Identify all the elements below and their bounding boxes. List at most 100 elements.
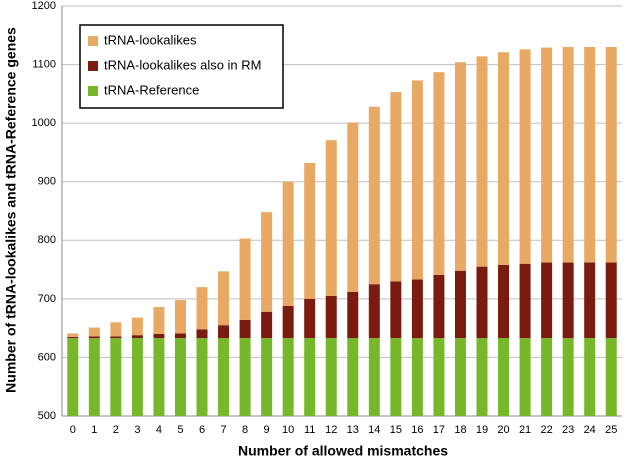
bar-segment xyxy=(218,338,230,416)
bar-segment xyxy=(454,62,466,271)
bar-segment xyxy=(67,333,79,337)
x-tick-label: 13 xyxy=(347,424,359,436)
bar-segment xyxy=(368,284,380,339)
x-tick-label: 11 xyxy=(304,424,315,436)
x-tick-label: 4 xyxy=(156,424,162,436)
y-axis-title: Number of tRNA-lookalikes and tRNA-Refer… xyxy=(3,27,19,393)
bar-segment xyxy=(174,338,186,416)
bar-segment xyxy=(519,263,531,339)
x-tick-label: 24 xyxy=(584,424,596,436)
bar-segment xyxy=(562,262,574,339)
bar-segment xyxy=(584,47,596,263)
bar-segment xyxy=(196,329,208,339)
x-tick-label: 2 xyxy=(113,424,119,436)
bar-segment xyxy=(88,327,100,337)
y-tick-label: 1100 xyxy=(32,58,56,70)
bar-segment xyxy=(476,338,488,416)
bar-segment xyxy=(88,336,100,339)
bar-segment xyxy=(282,305,294,339)
bar-segment xyxy=(325,295,337,339)
legend-label: tRNA-Reference xyxy=(104,82,199,97)
x-tick-label: 17 xyxy=(433,424,445,436)
y-tick-label: 900 xyxy=(38,176,56,188)
bar-segment xyxy=(390,281,402,339)
bar-segment xyxy=(519,338,531,416)
legend-swatch xyxy=(88,61,98,71)
bar-segment xyxy=(541,262,553,339)
y-tick-label: 1200 xyxy=(32,0,56,12)
x-tick-label: 21 xyxy=(519,424,531,436)
x-tick-label: 12 xyxy=(325,424,337,436)
bar-segment xyxy=(110,336,122,339)
bar-segment xyxy=(476,56,488,267)
bar-segment xyxy=(88,338,100,416)
x-tick-label: 22 xyxy=(540,424,552,436)
bar-segment xyxy=(562,338,574,416)
bar-segment xyxy=(541,338,553,416)
bar-segment xyxy=(498,338,510,416)
bar-segment xyxy=(67,336,79,339)
x-tick-label: 7 xyxy=(220,424,226,436)
bar-segment xyxy=(282,181,294,306)
bar-segment xyxy=(131,338,143,416)
bar-segment xyxy=(153,338,165,416)
bar-segment xyxy=(282,338,294,416)
x-tick-label: 1 xyxy=(91,424,97,436)
bar-segment xyxy=(433,274,445,339)
y-tick-label: 500 xyxy=(38,410,56,422)
bar-segment xyxy=(347,291,359,339)
legend-swatch xyxy=(88,86,98,96)
bar-segment xyxy=(218,271,230,326)
bar-segment xyxy=(174,333,186,339)
x-tick-label: 15 xyxy=(390,424,402,436)
bar-segment xyxy=(261,311,273,339)
bar-segment xyxy=(196,338,208,416)
bar-segment xyxy=(218,325,230,339)
x-tick-label: 18 xyxy=(454,424,466,436)
bar-segment xyxy=(304,338,316,416)
legend-label: tRNA-lookalikes also in RM xyxy=(104,57,262,72)
bar-segment xyxy=(541,47,553,263)
bar-segment xyxy=(131,335,143,339)
bar-segment xyxy=(239,319,251,339)
legend-box xyxy=(79,24,284,109)
x-tick-label: 9 xyxy=(264,424,270,436)
x-tick-label: 19 xyxy=(476,424,488,436)
bar-segment xyxy=(325,140,337,296)
bar-segment xyxy=(433,338,445,416)
bar-segment xyxy=(411,80,423,280)
bar-segment xyxy=(368,338,380,416)
x-axis-title: Number of allowed mismatches xyxy=(238,443,448,459)
bar-segment xyxy=(390,92,402,282)
bar-segment xyxy=(605,338,617,416)
bar-segment xyxy=(261,338,273,416)
bar-segment xyxy=(454,338,466,416)
bar-segment xyxy=(390,338,402,416)
bar-segment xyxy=(110,338,122,416)
bar-segment xyxy=(153,334,165,339)
y-tick-label: 700 xyxy=(38,293,56,305)
bar-segment xyxy=(411,338,423,416)
y-tick-label: 800 xyxy=(38,234,56,246)
bar-segment xyxy=(239,238,251,320)
bar-segment xyxy=(110,322,122,337)
legend-label: tRNA-lookalikes xyxy=(104,32,197,47)
bar-segment xyxy=(433,72,445,275)
x-tick-label: 14 xyxy=(368,424,380,436)
bar-segment xyxy=(347,338,359,416)
bar-segment xyxy=(304,298,316,339)
bar-segment xyxy=(174,300,186,334)
x-tick-label: 25 xyxy=(605,424,617,436)
bar-segment xyxy=(67,338,79,416)
x-tick-label: 6 xyxy=(199,424,205,436)
bar-segment xyxy=(239,338,251,416)
bar-segment xyxy=(584,262,596,339)
bar-segment xyxy=(131,317,143,336)
bar-segment xyxy=(605,47,617,263)
x-tick-label: 3 xyxy=(134,424,140,436)
bar-segment xyxy=(454,270,466,339)
bar-segment xyxy=(584,338,596,416)
y-tick-label: 600 xyxy=(38,351,56,363)
y-tick-label: 1000 xyxy=(32,117,56,129)
